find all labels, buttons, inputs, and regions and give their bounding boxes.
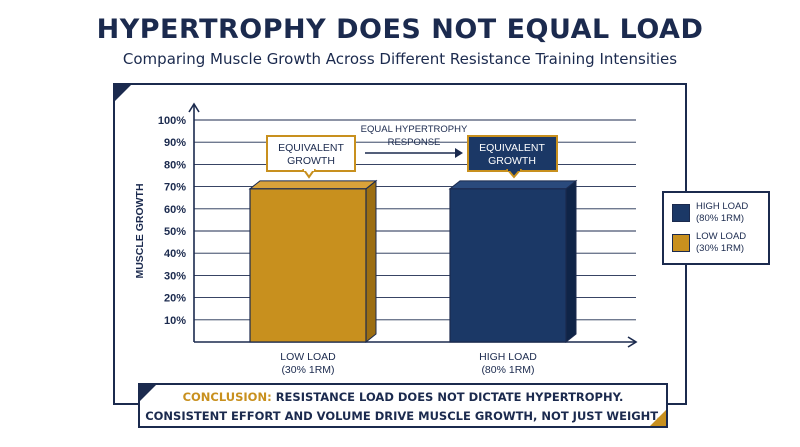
y-tick-label: 20%	[164, 293, 186, 305]
legend: HIGH LOAD (80% 1RM) LOW LOAD (30% 1RM)	[662, 191, 770, 265]
page-subtitle: Comparing Muscle Growth Across Different…	[122, 50, 678, 68]
callout-high-pointer	[505, 169, 523, 179]
callout-low-pointer-mask	[304, 167, 314, 171]
corner-accent	[113, 83, 133, 103]
callout-high-pointer-mask	[508, 167, 520, 171]
callout-low-text: EQUIVALENT GROWTH	[278, 142, 344, 167]
conclusion-text-2: CONSISTENT EFFORT AND VOLUME DRIVE MUSCL…	[145, 409, 661, 423]
page-title: HYPERTROPHY DOES NOT EQUAL LOAD	[96, 14, 704, 45]
bar-side	[565, 179, 577, 344]
conclusion-corner-accent	[650, 410, 666, 426]
conclusion-label: CONCLUSION:	[182, 390, 272, 404]
legend-swatch-low-load	[672, 234, 690, 252]
bar-top	[448, 180, 578, 190]
y-axis-label: MUSCLE GROWTH	[134, 183, 146, 278]
legend-label-high-load: HIGH LOAD (80% 1RM)	[696, 201, 749, 224]
y-axis-arrow	[188, 102, 200, 113]
bar	[249, 188, 367, 343]
y-tick-label: 80%	[164, 159, 186, 171]
y-tick-label: 40%	[164, 248, 186, 260]
conclusion-text-1: RESISTANCE LOAD DOES NOT DICTATE HYPERTR…	[275, 390, 624, 404]
conclusion-line-1: CONCLUSION: RESISTANCE LOAD DOES NOT DIC…	[140, 388, 666, 407]
conclusion-box: CONCLUSION: RESISTANCE LOAD DOES NOT DIC…	[138, 383, 668, 428]
y-tick-label: 10%	[164, 315, 186, 327]
y-tick-label: 50%	[164, 226, 186, 238]
response-arrowhead	[455, 148, 463, 158]
legend-item-high-load: HIGH LOAD (80% 1RM)	[672, 201, 748, 225]
x-tick-label: HIGH LOAD (80% 1RM)	[479, 351, 537, 376]
callout-high-text: EQUIVALENT GROWTH	[479, 142, 545, 167]
y-tick-label: 30%	[164, 270, 186, 282]
callout-low	[266, 135, 356, 172]
x-axis-arrow	[627, 336, 638, 348]
chart-frame	[113, 83, 687, 405]
y-tick-label: 100%	[158, 115, 186, 127]
y-tick-label: 60%	[164, 204, 186, 216]
x-tick-label: LOW LOAD (30% 1RM)	[280, 351, 336, 376]
conclusion-corner-accent	[140, 385, 156, 401]
legend-item-low-load: LOW LOAD (30% 1RM)	[672, 231, 746, 255]
y-tick-label: 90%	[164, 137, 186, 149]
bar-side	[365, 179, 377, 344]
bar	[449, 188, 567, 343]
y-tick-label: 70%	[164, 182, 186, 194]
bar-top	[248, 180, 378, 190]
response-arrow-label: EQUAL HYPERTROPHY RESPONSE	[361, 124, 468, 148]
callout-low-pointer	[302, 169, 316, 179]
legend-label-low-load: LOW LOAD (30% 1RM)	[696, 231, 747, 254]
legend-swatch-high-load	[672, 204, 690, 222]
